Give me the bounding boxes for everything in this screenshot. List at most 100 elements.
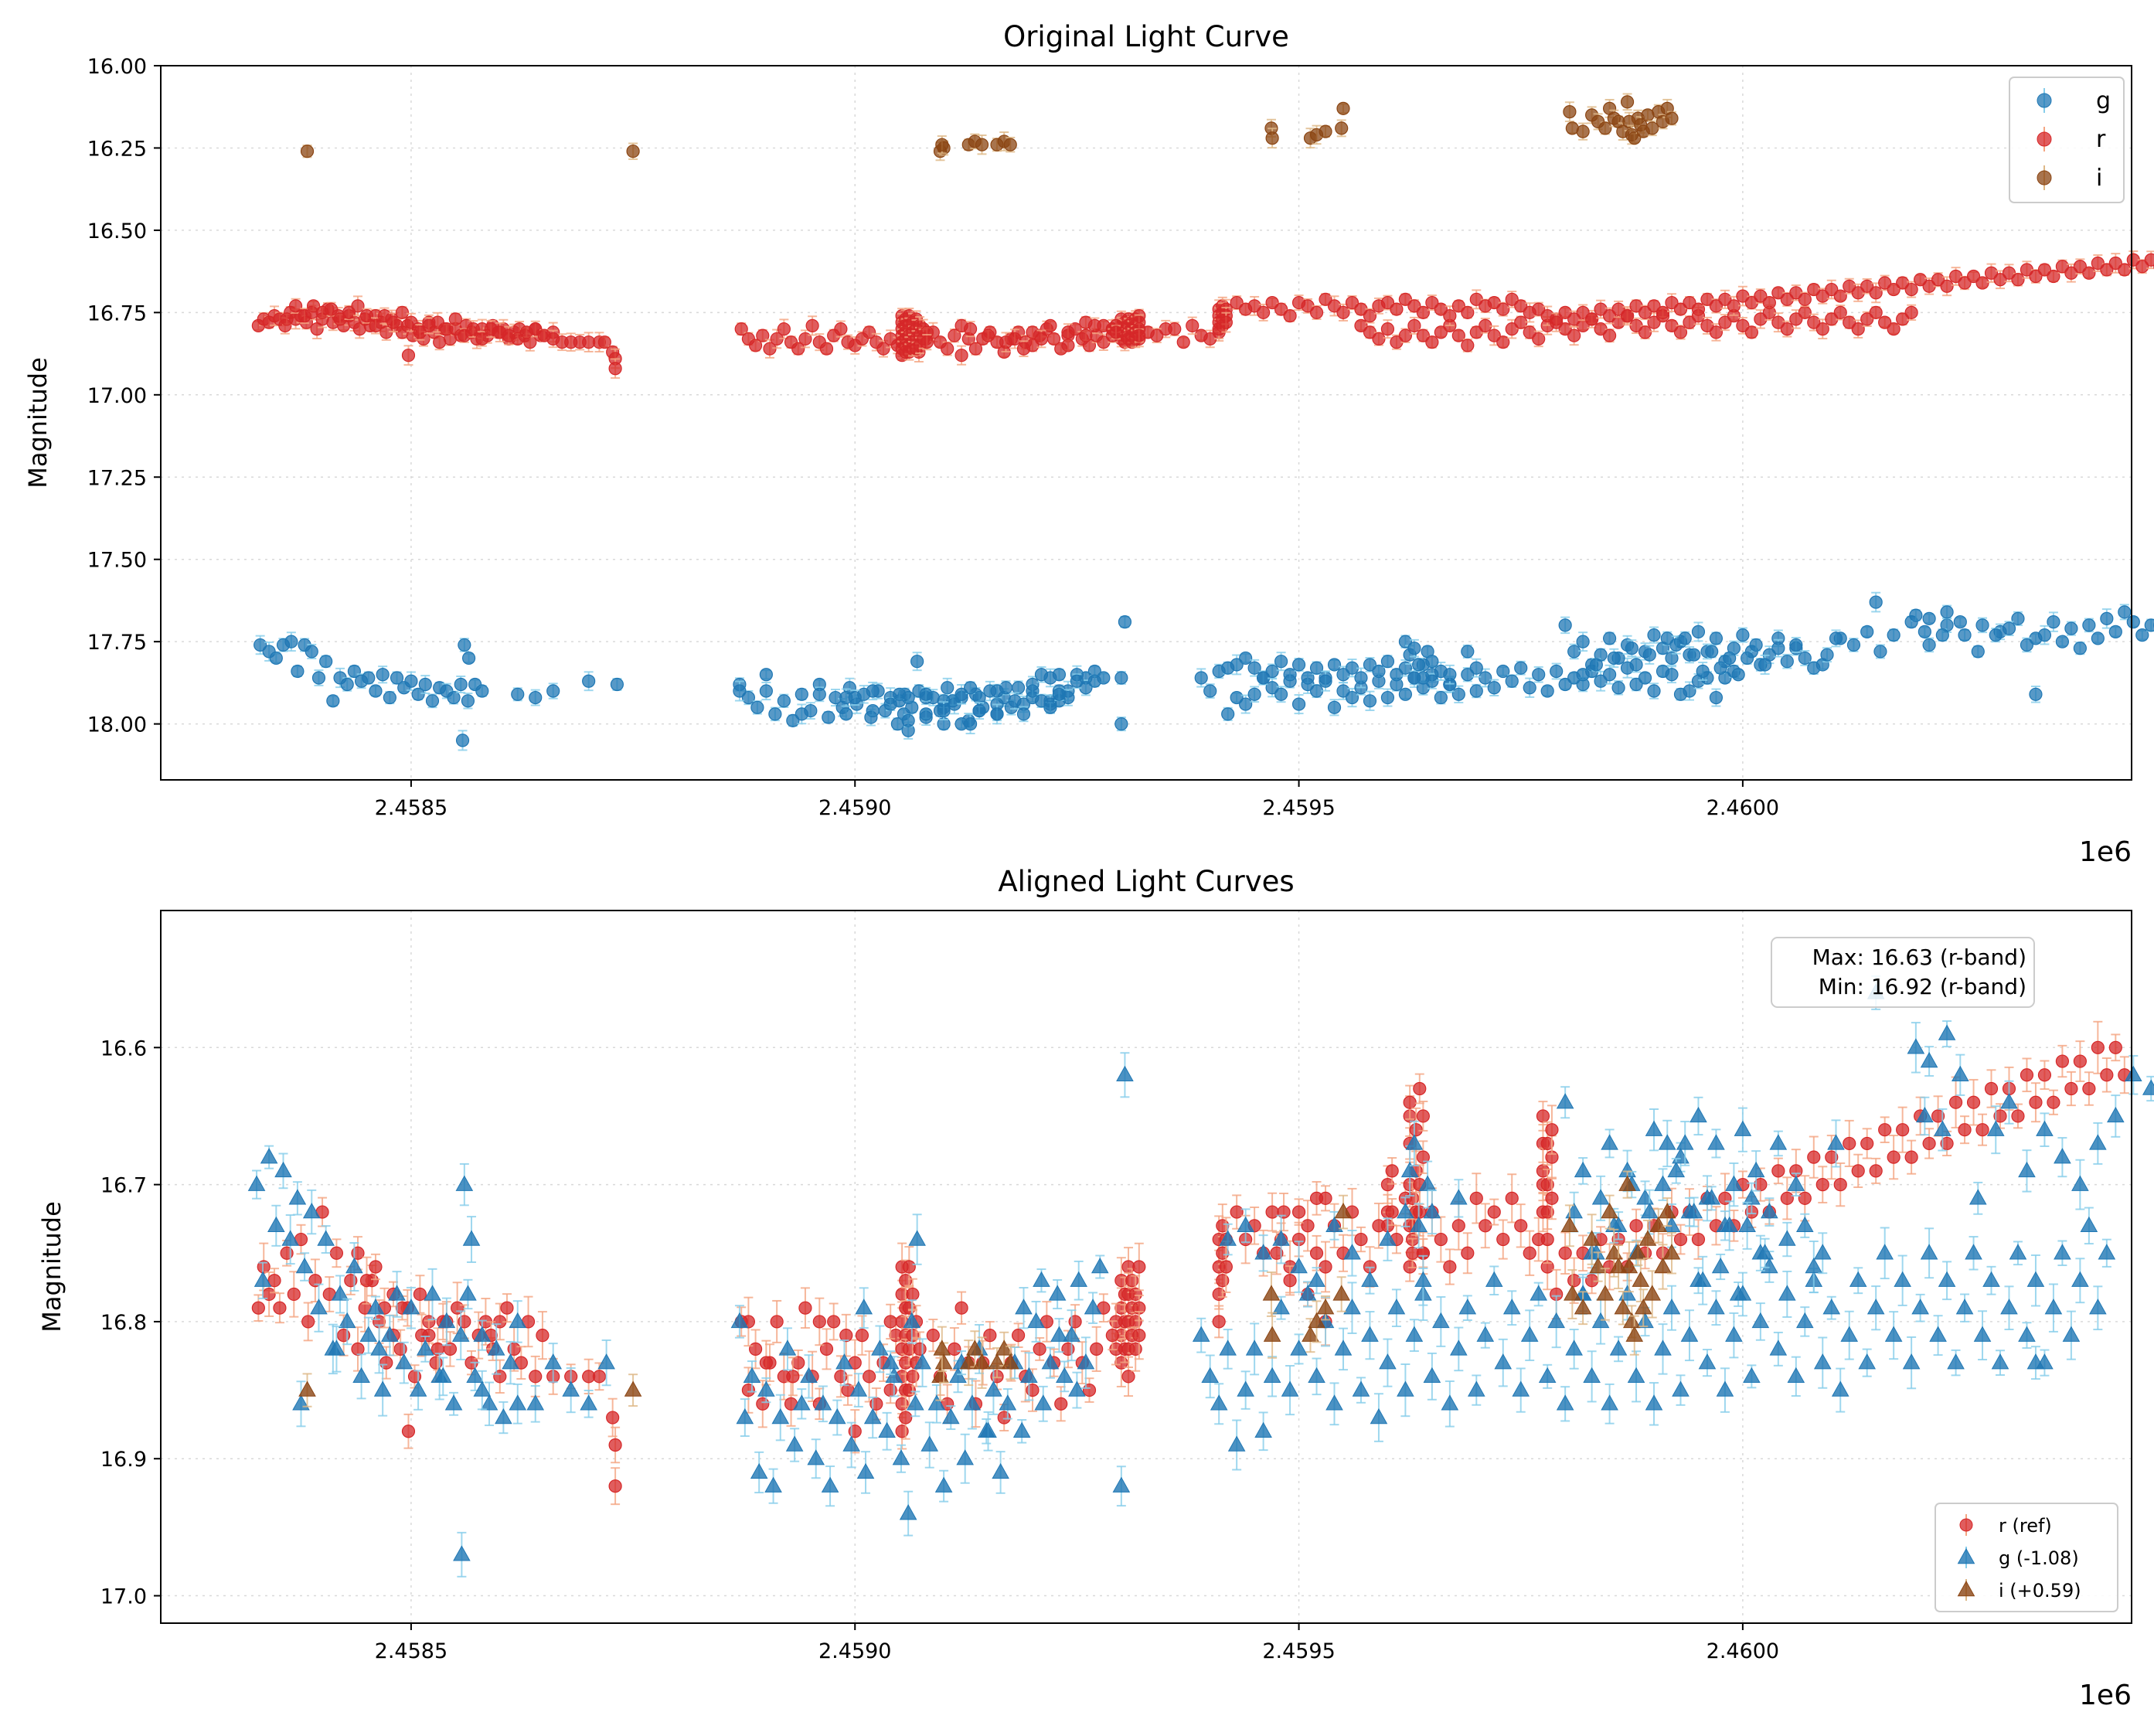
data-point: [795, 687, 808, 701]
data-point: [1762, 295, 1776, 310]
data-point: [876, 342, 890, 356]
data-point: [1118, 615, 1132, 629]
data-point: [1807, 315, 1821, 329]
data-point: [1398, 328, 1413, 342]
data-point: [1598, 121, 1612, 135]
data-point: [1576, 305, 1590, 319]
data-point: [280, 312, 294, 326]
data-point: [337, 1329, 351, 1343]
data-point: [1629, 677, 1643, 692]
y-tick-label: 16.50: [87, 220, 147, 243]
data-point: [529, 322, 543, 336]
data-point: [2108, 625, 2122, 638]
data-point: [2118, 605, 2132, 619]
data-point: [1718, 315, 1732, 329]
chart-title: Original Light Curve: [1003, 20, 1289, 53]
data-point: [1638, 325, 1652, 339]
data-point: [1709, 631, 1724, 645]
data-point: [770, 1315, 784, 1329]
data-point: [812, 687, 826, 701]
data-point: [451, 1301, 464, 1315]
data-point: [2135, 628, 2149, 642]
data-point: [954, 1301, 968, 1315]
data-point: [2082, 618, 2096, 632]
data-point: [1230, 690, 1244, 705]
data-point: [359, 1274, 374, 1288]
data-point: [954, 717, 968, 731]
x-tick-label: 2.4590: [818, 796, 891, 820]
data-point: [1203, 684, 1217, 698]
legend-box: [2009, 77, 2125, 203]
data-point: [455, 734, 470, 747]
data-point: [1016, 707, 1031, 721]
data-point: [1011, 681, 1026, 695]
data-point: [425, 694, 440, 708]
data-point: [1989, 628, 2003, 642]
data-point: [1869, 286, 1883, 300]
data-point: [1620, 309, 1635, 323]
data-point: [1789, 638, 1803, 652]
data-point: [1514, 299, 1528, 313]
data-point: [430, 1342, 444, 1356]
x-tick-label: 2.4595: [1262, 796, 1335, 820]
data-point: [941, 342, 954, 356]
data-point: [1567, 312, 1581, 326]
data-point: [866, 684, 880, 698]
data-point: [1390, 302, 1404, 316]
data-point: [1718, 292, 1732, 306]
data-point: [1239, 651, 1253, 665]
data-point: [1230, 295, 1244, 310]
data-point: [1407, 318, 1421, 332]
data-point: [2047, 269, 2060, 284]
data-point: [1335, 121, 1349, 135]
data-point: [1496, 302, 1510, 316]
data-point: [1114, 671, 1128, 685]
data-point: [369, 684, 383, 698]
data-point: [972, 703, 986, 718]
data-point: [1660, 631, 1674, 645]
data-point: [1291, 658, 1306, 672]
data-point: [610, 677, 624, 692]
data-point: [1563, 105, 1577, 119]
data-point: [1655, 305, 1670, 319]
data-point: [1247, 299, 1261, 313]
data-point: [1550, 664, 1564, 679]
data-point: [1940, 605, 1954, 619]
data-point: [1683, 684, 1696, 698]
legend-label: r: [2096, 126, 2106, 153]
data-point: [1443, 309, 1457, 323]
data-point: [990, 707, 1004, 721]
data-point: [404, 674, 418, 688]
data-point: [1247, 687, 1261, 701]
data-point: [536, 1329, 550, 1343]
y-tick-label: 17.75: [87, 631, 147, 655]
data-point: [1132, 328, 1146, 342]
data-point: [756, 328, 770, 342]
data-point: [1758, 658, 1772, 672]
data-point: [935, 138, 949, 151]
data-point: [748, 1342, 763, 1356]
data-point: [963, 322, 978, 336]
data-point: [1461, 339, 1475, 352]
data-point: [1678, 631, 1692, 645]
data-point: [906, 1287, 920, 1302]
data-point: [2020, 638, 2034, 652]
data-point: [1372, 664, 1386, 679]
data-point: [1647, 628, 1661, 642]
data-point: [926, 1329, 940, 1343]
data-point: [369, 318, 383, 332]
data-point: [1461, 645, 1475, 659]
data-point: [1975, 618, 1989, 632]
data-point: [1496, 664, 1510, 679]
data-point: [1723, 651, 1737, 665]
data-point: [827, 1315, 841, 1329]
data-point: [1451, 328, 1465, 342]
data-point: [413, 1287, 427, 1302]
data-point: [273, 1301, 287, 1315]
data-point: [2011, 273, 2025, 287]
data-point: [1647, 684, 1661, 698]
data-point: [1327, 658, 1342, 672]
data-point: [401, 349, 416, 363]
data-point: [291, 664, 305, 679]
data-point: [340, 677, 354, 692]
